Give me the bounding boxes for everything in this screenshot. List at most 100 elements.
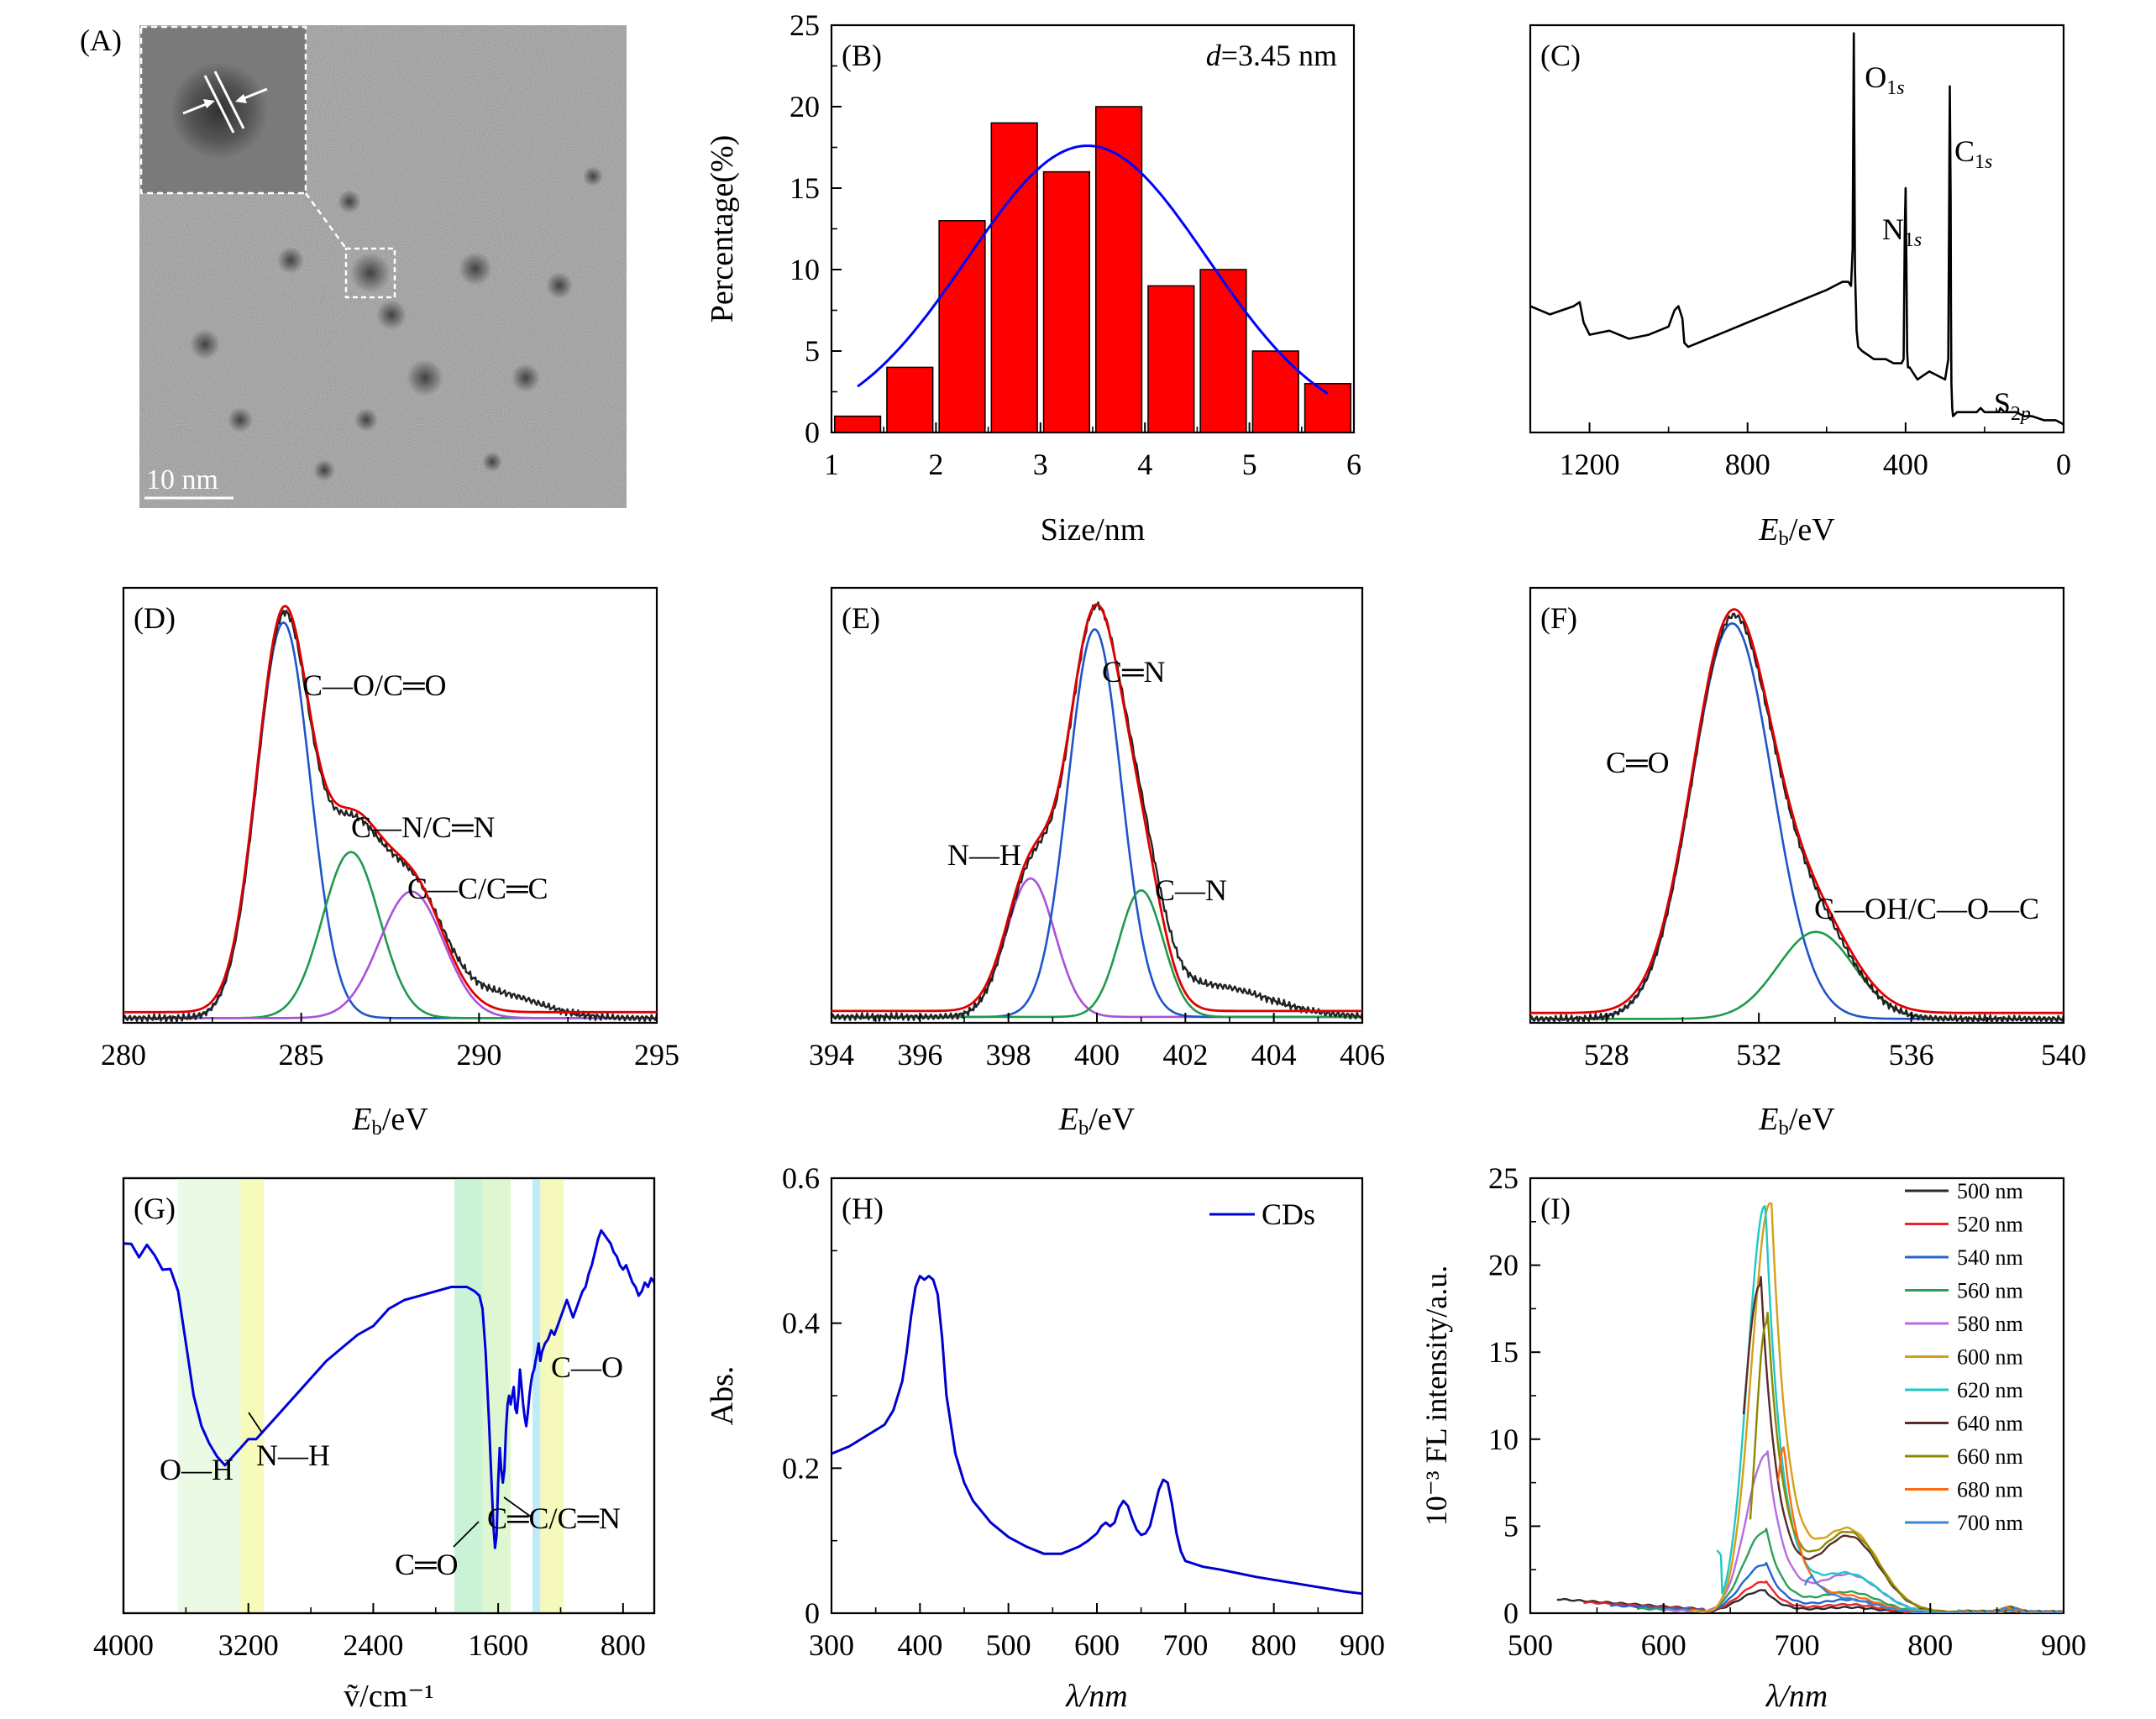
- highlight-band: [178, 1179, 241, 1612]
- xps-survey-line: [1530, 32, 2064, 426]
- highlight-band: [540, 1179, 564, 1612]
- peak-label: O1s: [1865, 60, 1904, 99]
- legend-label: 700 nm: [1957, 1511, 2023, 1535]
- fit-component-line: [831, 628, 1362, 1019]
- nanoparticle: [313, 459, 335, 481]
- legend-label: 560 nm: [1957, 1279, 2023, 1303]
- x-tick-label: 700: [1162, 1628, 1208, 1662]
- x-axis-label: λ/nm: [1765, 1679, 1828, 1714]
- band-annotation: C═C/C═N: [487, 1502, 621, 1535]
- tem-image: 10 nm: [139, 25, 627, 508]
- x-tick-label: 398: [986, 1038, 1031, 1072]
- legend-label: 600 nm: [1957, 1345, 2023, 1370]
- y-tick-label: 0.4: [782, 1307, 820, 1340]
- x-tick-label: 4000: [93, 1628, 154, 1662]
- x-tick-label: 900: [1340, 1628, 1385, 1662]
- plot-frame: [1529, 24, 2065, 434]
- fit-component-line: [1530, 930, 2064, 1020]
- tem-inset-particle: [170, 62, 268, 160]
- legend-label: 540 nm: [1957, 1245, 2023, 1270]
- highlight-band: [240, 1179, 265, 1612]
- leader-line: [453, 1521, 480, 1548]
- mean-size-annotation: d=3.45 nm: [1206, 39, 1337, 72]
- nanoparticle: [482, 452, 502, 472]
- x-tick-label: 1: [824, 448, 839, 481]
- panel-a: (A): [80, 24, 122, 57]
- y-tick-label: 20: [789, 90, 820, 123]
- y-tick-label: 25: [1488, 1161, 1519, 1195]
- panel-g-chart: 4000 3200 2400 1600 800 (G) O—H N—H C═O C═C/C═N C—…: [93, 1177, 656, 1714]
- histogram-bar: [1094, 106, 1143, 433]
- x-tick-label: 295: [634, 1038, 679, 1072]
- x-tick-label: 528: [1584, 1038, 1629, 1072]
- y-tick-label: 5: [1503, 1509, 1519, 1543]
- x-tick-label: 6: [1346, 448, 1361, 481]
- y-tick-label: 15: [1488, 1335, 1519, 1369]
- peak-annotation: C—OH/C—O—C: [1814, 892, 2039, 925]
- envelope-fit-line: [1530, 608, 2064, 1014]
- nanoparticle: [354, 408, 378, 432]
- y-axis-label: 10⁻³ FL intensity/a.u.: [1419, 1266, 1453, 1526]
- highlight-band: [532, 1179, 541, 1612]
- histogram-bar: [1199, 269, 1247, 433]
- x-tick-label: 1600: [468, 1628, 528, 1662]
- y-tick-label: 0: [1503, 1596, 1519, 1630]
- x-tick-label: 400: [897, 1628, 942, 1662]
- x-tick-label: 500: [986, 1628, 1031, 1662]
- y-tick-label: 0.6: [782, 1161, 820, 1195]
- x-tick-label: 394: [809, 1038, 854, 1072]
- x-tick-label: 404: [1251, 1038, 1297, 1072]
- x-axis-label: Eb/eV: [1758, 1102, 1835, 1140]
- x-tick-label: 600: [1641, 1628, 1687, 1662]
- peak-annotation: C—O/C═O: [302, 668, 447, 702]
- nanoparticle: [459, 252, 492, 286]
- panel-f-chart: 528 532 536 540 (F) C═O C—OH/C—O—C Eb/eV: [1529, 586, 2086, 1140]
- y-tick-label: 25: [789, 8, 820, 42]
- legend-label: CDs: [1262, 1198, 1315, 1231]
- x-axis-label: Eb/eV: [1758, 512, 1835, 550]
- nanoparticle: [350, 253, 391, 293]
- y-tick-label: 15: [789, 171, 820, 205]
- panel-e-chart: 394 396 398 400 402 404 406 (E) C═N N—H C—N Eb/eV: [809, 586, 1385, 1140]
- leader-line: [503, 1496, 532, 1517]
- histogram-bar: [938, 220, 986, 433]
- fit-component-line: [123, 851, 657, 1019]
- legend-label: 580 nm: [1957, 1312, 2023, 1336]
- legend-label: 680 nm: [1957, 1478, 2023, 1502]
- x-tick-label: 0: [2056, 448, 2071, 481]
- x-tick-label: 400: [1074, 1038, 1120, 1072]
- peak-annotation: C═N: [1102, 655, 1166, 689]
- x-tick-label: 900: [2041, 1628, 2086, 1662]
- legend-label: 660 nm: [1957, 1444, 2023, 1469]
- histogram-bar: [1304, 383, 1352, 433]
- x-tick-label: 300: [809, 1628, 854, 1662]
- fit-component-line: [831, 877, 1362, 1019]
- fl-spectrum-line: [1749, 1311, 2064, 1613]
- x-tick-label: 800: [1907, 1628, 1953, 1662]
- envelope-fit-line: [831, 603, 1362, 1013]
- histogram-bar: [1042, 170, 1091, 433]
- x-tick-label: 800: [601, 1628, 646, 1662]
- peak-annotation: N—H: [947, 838, 1021, 872]
- panel-c-chart: 1200 800 400 0 (C) O1s N1s C1s S2p Eb/eV: [1529, 24, 2071, 550]
- peak-label: S2p: [1994, 386, 2031, 425]
- x-tick-label: 800: [1251, 1628, 1297, 1662]
- lattice-line: [203, 75, 235, 134]
- y-tick-label: 10: [1488, 1423, 1519, 1456]
- x-tick-label: 4: [1137, 448, 1152, 481]
- panel-i-chart: 500 600 700 800 900 0 5 10 15 20 25 (I) 500 nm 520 nm…: [1419, 1161, 2086, 1714]
- plot-frame: [122, 1177, 656, 1615]
- histogram-bar: [990, 122, 1038, 433]
- nanoparticle: [277, 247, 304, 274]
- x-tick-label: 536: [1889, 1038, 1934, 1072]
- lattice-arrow-right: [235, 87, 268, 103]
- x-tick-label: 3: [1033, 448, 1048, 481]
- x-tick-label: 800: [1725, 448, 1770, 481]
- x-tick-label: 3200: [218, 1628, 279, 1662]
- nanoparticle-dots: [190, 166, 603, 481]
- y-tick-label: 10: [789, 253, 820, 286]
- peak-annotation: C—N/C═N: [351, 810, 496, 844]
- peak-annotation: C—N: [1155, 873, 1227, 907]
- tem-zoom-line: [304, 192, 348, 249]
